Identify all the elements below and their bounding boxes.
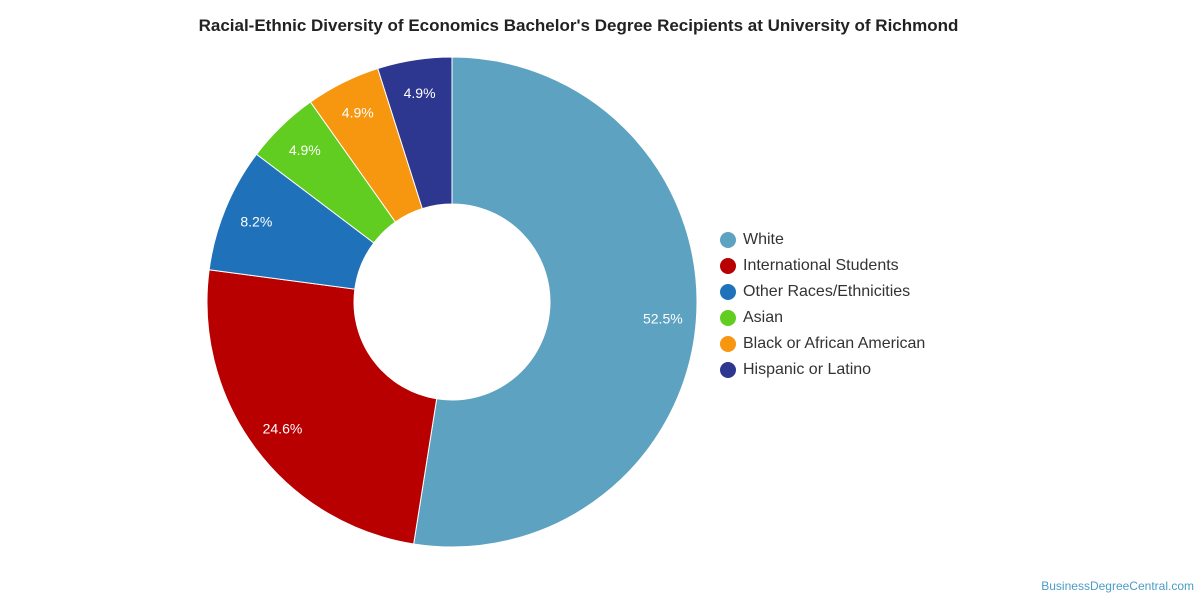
chart-title: Racial-Ethnic Diversity of Economics Bac…	[198, 16, 959, 35]
legend-item-hispanic-or-latino[interactable]: Hispanic or Latino	[720, 357, 925, 383]
slice-international-students[interactable]	[206, 269, 438, 545]
legend-swatch	[720, 284, 736, 300]
legend-label: Other Races/Ethnicities	[743, 283, 911, 300]
chart-legend: White International Students Other Races/E…	[720, 227, 925, 383]
source-credit[interactable]: BusinessDegreeCentral.com	[1041, 579, 1194, 593]
slice-label-white: 52.5%	[643, 311, 683, 327]
legend-item-asian[interactable]: Asian	[720, 305, 925, 331]
legend-swatch	[720, 258, 736, 274]
legend-swatch	[720, 362, 736, 378]
legend-label: White	[743, 231, 784, 248]
slice-label-international-students: 24.6%	[263, 420, 303, 436]
slice-label-black-or-african-american: 4.9%	[342, 105, 374, 121]
legend-item-white[interactable]: White	[720, 227, 925, 253]
legend-item-other-races-ethnicities[interactable]: Other Races/Ethnicities	[720, 279, 925, 305]
legend-label: International Students	[743, 257, 899, 274]
slice-label-hispanic-or-latino: 4.9%	[404, 85, 436, 101]
legend-swatch	[720, 336, 736, 352]
legend-item-international-students[interactable]: International Students	[720, 253, 925, 279]
legend-label: Black or African American	[743, 335, 926, 352]
slice-hispanic-or-latino[interactable]	[377, 56, 453, 210]
legend-swatch	[720, 232, 736, 248]
slice-label-asian: 4.9%	[289, 142, 321, 158]
legend-label: Asian	[743, 309, 784, 326]
slice-label-other-races-ethnicities: 8.2%	[240, 214, 272, 230]
legend-swatch	[720, 310, 736, 326]
legend-item-black-or-african-american[interactable]: Black or African American	[720, 331, 925, 357]
legend-label: Hispanic or Latino	[743, 361, 872, 378]
slice-white[interactable]	[413, 56, 698, 548]
